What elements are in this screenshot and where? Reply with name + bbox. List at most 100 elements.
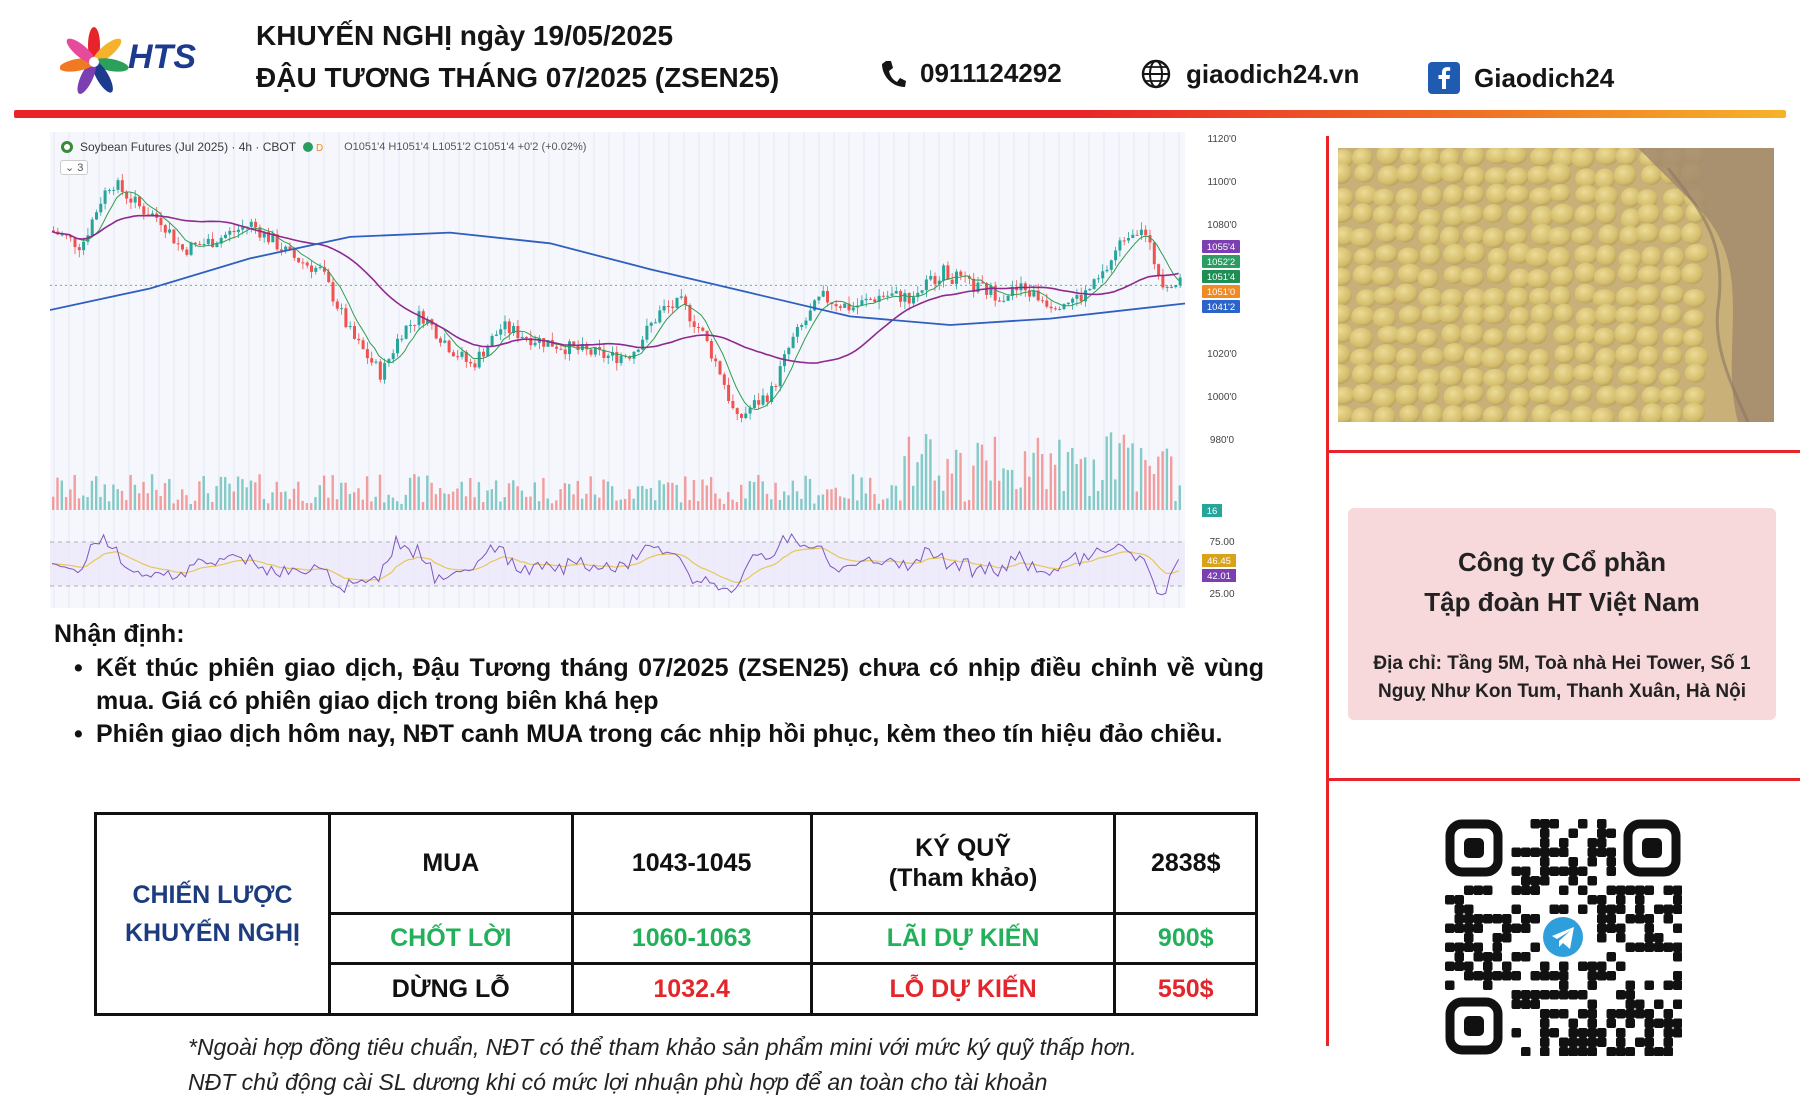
volume-bar <box>1006 469 1009 510</box>
facebook-page: Giaodich24 <box>1474 62 1615 93</box>
volume-bar <box>658 480 661 510</box>
price-chart[interactable]: 1120'0 1100'0 1080'0 1020'0 1000'0 980'0 1055'… <box>49 132 1290 608</box>
volume-badge <box>1202 504 1222 517</box>
volume-bar <box>383 502 386 510</box>
soybean <box>1377 325 1401 344</box>
candle-body <box>1092 279 1096 289</box>
qr-code-icon[interactable] <box>1444 818 1683 1057</box>
volume-bar <box>1118 443 1121 510</box>
candle-body <box>679 296 683 298</box>
chart-canvas[interactable]: 1120'0 1100'0 1080'0 1020'0 1000'0 980'0 1055'… <box>49 132 1290 608</box>
candle-body <box>370 358 374 363</box>
qr-module <box>1663 914 1673 924</box>
soybean <box>1459 204 1484 225</box>
soybean <box>1575 168 1597 188</box>
soybean <box>1462 305 1486 327</box>
qr-module <box>1606 904 1616 914</box>
soybean <box>1636 326 1660 348</box>
soybean <box>1594 327 1616 347</box>
volume-bar <box>761 481 764 510</box>
footnote-line: NĐT chủ động cài SL dương khi có mức lợi… <box>188 1069 1048 1095</box>
candle-body <box>568 341 571 355</box>
volume-bar <box>933 480 936 510</box>
candle-body <box>1045 300 1049 307</box>
volume-bar <box>628 489 631 510</box>
qr-module <box>1530 990 1540 1000</box>
qr-module <box>1464 933 1474 943</box>
price-tick-label: 980'0 <box>1210 435 1235 446</box>
volume-bar <box>189 503 192 510</box>
soybean <box>1526 269 1550 289</box>
candle-body <box>998 300 1001 302</box>
volume-bar <box>886 498 889 510</box>
soybean <box>1553 303 1574 324</box>
soybean <box>1548 385 1570 408</box>
candle-body <box>1053 308 1057 310</box>
price-tick-label: 1020'0 <box>1207 349 1237 360</box>
qr-module <box>1492 952 1502 962</box>
qr-module <box>1540 961 1550 971</box>
facebook-contact[interactable]: Giaodich24 <box>1428 62 1614 94</box>
soybean <box>1338 386 1356 405</box>
soybean <box>1661 285 1685 305</box>
volume-bar <box>533 482 536 510</box>
soybean <box>1683 328 1704 348</box>
price-tick-label: 1120'0 <box>1208 134 1237 145</box>
candle-body <box>817 296 821 301</box>
qr-module <box>1530 876 1540 886</box>
qr-module <box>1673 999 1683 1009</box>
soybean <box>1684 386 1706 407</box>
candle-body <box>1174 285 1178 288</box>
soybean <box>1506 324 1530 345</box>
rsi-label-badge <box>1202 569 1236 582</box>
website-contact[interactable]: giaodich24.vn <box>1140 58 1359 90</box>
qr-module <box>1663 1018 1673 1028</box>
candle-body <box>1152 242 1156 265</box>
volume-bar <box>632 498 635 510</box>
volume-bar <box>1092 459 1095 510</box>
indicator-collapse-toggle[interactable]: ⌄ 3 <box>60 160 89 175</box>
facebook-icon <box>1428 62 1460 94</box>
candle-body <box>176 243 180 245</box>
volume-bar <box>451 491 455 510</box>
candle-body <box>1148 235 1152 243</box>
candle-body <box>284 246 288 252</box>
qr-module <box>1587 1037 1597 1047</box>
website-link: giaodich24.vn <box>1186 58 1360 89</box>
candle-body <box>1170 286 1173 288</box>
volume-bar <box>877 503 880 510</box>
soybean <box>1660 265 1683 286</box>
candle-body <box>305 262 309 266</box>
candle-body <box>331 282 335 302</box>
soybean <box>1397 263 1422 284</box>
volume-bar <box>520 490 524 510</box>
volume-bar <box>391 497 395 510</box>
qr-module <box>1587 847 1597 857</box>
volume-bar <box>181 489 184 510</box>
volume-bar <box>1075 464 1078 510</box>
volume-bar <box>1062 490 1065 510</box>
volume-bar <box>546 498 549 510</box>
volume-bar <box>804 475 807 510</box>
soybean <box>1529 287 1551 307</box>
analysis-heading: Nhận định: <box>54 620 185 648</box>
soybean <box>1527 364 1551 386</box>
candle-body <box>1161 275 1165 288</box>
chart-plot-background <box>50 132 1185 608</box>
price-label-text: 1052'2 <box>1207 257 1235 268</box>
qr-module <box>1597 838 1607 848</box>
phone-contact[interactable]: 0911124292 <box>880 58 1062 89</box>
volume-bar <box>929 439 932 510</box>
candle-body <box>929 275 933 280</box>
volume-bar <box>924 434 928 510</box>
qr-module <box>1521 999 1531 1009</box>
candle-body <box>507 321 511 333</box>
soybean <box>1395 223 1416 243</box>
volume-bar <box>1045 489 1048 510</box>
qr-module <box>1644 980 1654 990</box>
soybean <box>1463 288 1487 310</box>
volume-bar <box>636 486 640 510</box>
soybean <box>1661 304 1683 325</box>
soybean <box>1504 227 1528 246</box>
qr-module <box>1454 923 1464 933</box>
